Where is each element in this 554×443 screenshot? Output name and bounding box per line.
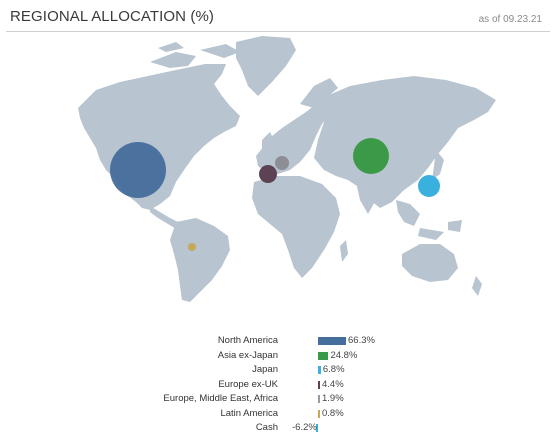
bubble-north-america	[110, 142, 166, 198]
world-map	[78, 36, 496, 302]
landmass-scandinavia	[300, 78, 338, 108]
legend-bar	[318, 337, 346, 345]
legend-value: -6.2%	[292, 422, 317, 433]
allocation-legend: North America 66.3% Asia ex-Japan 24.8% …	[0, 334, 554, 439]
bubble-europe-ex-uk	[259, 165, 277, 183]
chart-title: REGIONAL ALLOCATION (%)	[10, 8, 215, 25]
bubble-latin-america	[188, 243, 196, 251]
landmass-south-america	[170, 218, 230, 302]
legend-label: Latin America	[220, 407, 278, 419]
landmass-europe	[256, 98, 336, 174]
legend-bar	[318, 395, 320, 403]
legend-row-europe-middle-east-africa: Europe, Middle East, Africa 1.9%	[0, 392, 554, 406]
chart-header: REGIONAL ALLOCATION (%) as of 09.23.21	[0, 0, 554, 32]
legend-bar	[318, 366, 321, 374]
legend-bar	[316, 424, 318, 432]
landmass-africa	[252, 176, 340, 278]
bubble-japan	[418, 175, 440, 197]
legend-row-japan: Japan 6.8%	[0, 363, 554, 377]
legend-value: 1.9%	[322, 393, 344, 404]
landmass-australia	[402, 244, 458, 282]
landmass-india	[356, 180, 378, 214]
landmass-asia	[314, 76, 496, 208]
legend-value: 6.8%	[322, 364, 345, 375]
landmass-uk	[262, 132, 274, 150]
legend-row-latin-america: Latin America 0.8%	[0, 407, 554, 421]
legend-row-north-america: North America 66.3%	[0, 334, 554, 348]
region-bubbles	[110, 138, 440, 251]
landmass-japan	[432, 150, 444, 180]
landmass-greenland	[236, 36, 296, 96]
legend-bar	[318, 409, 320, 418]
legend-value: 24.8%	[330, 349, 358, 361]
landmass-madagascar	[340, 240, 348, 262]
legend-label: Europe ex-UK	[218, 378, 278, 390]
bubble-europe-middle-east-africa	[275, 156, 289, 170]
legend-label: Europe, Middle East, Africa	[163, 393, 278, 404]
legend-value: 66.3%	[348, 335, 375, 346]
landmass-arctic-islands	[150, 42, 240, 68]
bubble-asia-ex-japan	[353, 138, 389, 174]
legend-label: North America	[217, 335, 278, 346]
legend-value: 4.4%	[322, 378, 344, 390]
header-divider	[6, 31, 550, 32]
continents	[78, 36, 496, 302]
legend-label: Japan	[252, 364, 278, 375]
legend-value: 0.8%	[322, 407, 344, 419]
legend-row-europe-ex-uk: Europe ex-UK 4.4%	[0, 378, 554, 392]
landmass-new-zealand	[472, 276, 482, 296]
legend-bar	[318, 351, 329, 360]
legend-row-asia-ex-japan: Asia ex-Japan 24.8%	[0, 349, 554, 363]
legend-label: Asia ex-Japan	[217, 349, 278, 361]
legend-row-cash: Cash -6.2%	[0, 421, 554, 435]
as-of-date: as of 09.23.21	[478, 14, 542, 25]
legend-bar	[318, 380, 320, 389]
landmass-southeast-asia	[396, 200, 462, 240]
legend-label: Cash	[255, 422, 278, 433]
